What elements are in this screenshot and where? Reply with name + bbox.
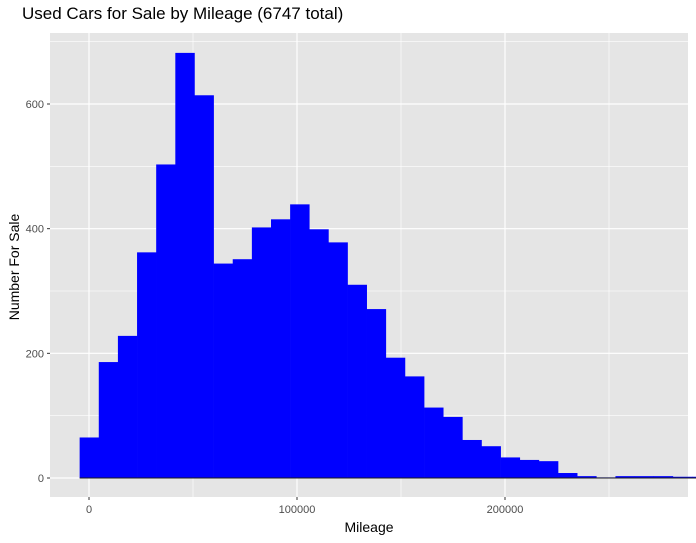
histogram-bar — [290, 204, 310, 478]
x-tick-label: 100000 — [279, 504, 316, 516]
histogram-bar — [79, 437, 100, 478]
y-tick-label: 400 — [26, 224, 44, 236]
histogram-bar — [443, 416, 463, 478]
chart-title: Used Cars for Sale by Mileage (6747 tota… — [22, 4, 344, 23]
y-tick-label: 200 — [26, 348, 44, 360]
y-tick-label: 600 — [26, 99, 44, 111]
histogram-bar — [462, 439, 482, 478]
histogram-bar — [404, 376, 425, 478]
histogram-bar — [500, 457, 521, 478]
x-tick-label: 200000 — [487, 504, 524, 516]
histogram-bar — [424, 407, 444, 478]
x-tick-label: 0 — [86, 504, 92, 516]
histogram-bar — [232, 259, 253, 478]
histogram-bar — [309, 229, 329, 478]
histogram-bar — [577, 476, 597, 478]
y-axis-title: Number For Sale — [6, 213, 22, 321]
histogram-bar — [615, 476, 635, 478]
histogram-bar — [558, 473, 578, 478]
histogram-bar — [366, 309, 387, 478]
histogram-bar — [98, 362, 119, 478]
histogram-bar — [481, 446, 501, 478]
histogram-bar — [672, 476, 693, 478]
histogram-bar — [538, 461, 559, 478]
histogram-bar — [213, 263, 234, 478]
y-tick-label: 0 — [38, 473, 44, 485]
histogram-bar — [271, 219, 291, 479]
histogram-bar — [328, 242, 348, 478]
histogram-bar — [175, 52, 195, 479]
x-axis-title: Mileage — [344, 519, 394, 535]
histogram-bar — [385, 357, 406, 478]
histogram-bar — [156, 164, 176, 479]
histogram-bar — [347, 284, 367, 478]
histogram-bar — [251, 227, 272, 478]
histogram-bar — [519, 459, 540, 478]
histogram-bar — [653, 476, 674, 478]
histogram-bar — [691, 476, 696, 478]
histogram-bar — [634, 476, 655, 478]
histogram-bar — [194, 95, 214, 479]
histogram-bar — [117, 335, 138, 478]
histogram-bar — [137, 252, 157, 478]
